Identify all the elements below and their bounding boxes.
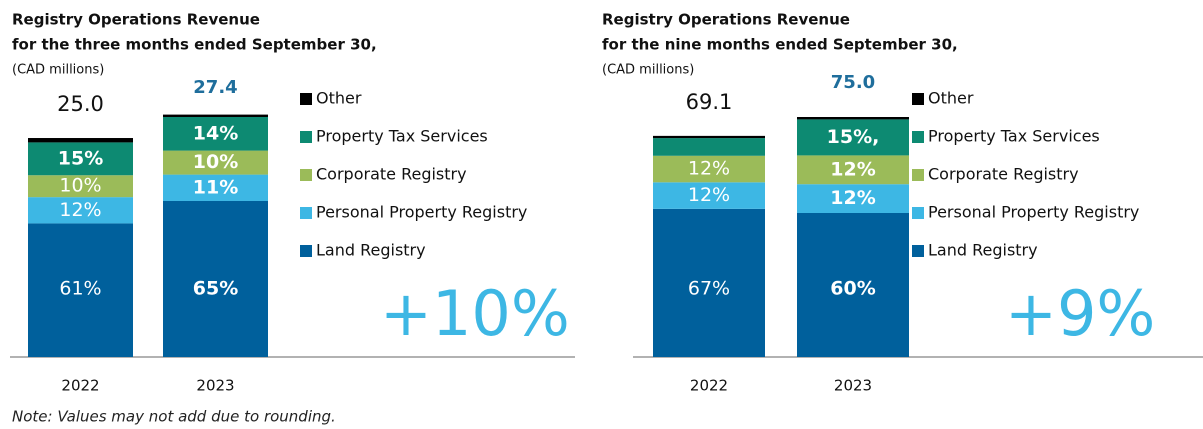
chart-title: Registry Operations Revenue bbox=[602, 11, 850, 29]
value-label: 10% bbox=[193, 151, 238, 173]
value-label: 15%, bbox=[827, 126, 880, 148]
unit-label: (CAD millions) bbox=[12, 63, 104, 78]
legend-label: Corporate Registry bbox=[928, 165, 1079, 184]
legend-swatch bbox=[300, 207, 312, 219]
value-label: 61% bbox=[59, 278, 101, 300]
legend-swatch bbox=[300, 169, 312, 181]
value-label: 11% bbox=[193, 176, 238, 198]
value-label: 67% bbox=[688, 278, 730, 300]
legend-swatch bbox=[912, 207, 924, 219]
bar-segment bbox=[797, 184, 909, 213]
value-label: 10% bbox=[59, 175, 101, 197]
bar-segment bbox=[28, 138, 133, 143]
bar-segment bbox=[163, 201, 268, 357]
bar-segment bbox=[653, 135, 765, 139]
bar-segment bbox=[797, 213, 909, 357]
bar-segment bbox=[163, 114, 268, 117]
chart-title: Registry Operations Revenue bbox=[12, 11, 260, 29]
value-label: 60% bbox=[830, 278, 875, 300]
legend-label: Corporate Registry bbox=[316, 165, 467, 184]
bar-segment bbox=[28, 175, 133, 198]
legend-swatch bbox=[912, 245, 924, 257]
legend-label: Personal Property Registry bbox=[928, 203, 1139, 222]
legend-label: Personal Property Registry bbox=[316, 203, 527, 222]
value-label: 12% bbox=[688, 184, 730, 206]
value-label: 12% bbox=[688, 158, 730, 180]
legend-label: Property Tax Services bbox=[316, 127, 488, 146]
total-label: 25.0 bbox=[57, 92, 104, 116]
value-label: 15% bbox=[58, 147, 103, 169]
bar-segment bbox=[797, 117, 909, 120]
x-tick-label: 2023 bbox=[196, 377, 234, 395]
legend-swatch bbox=[912, 131, 924, 143]
bar-segment bbox=[653, 182, 765, 209]
legend-label: Other bbox=[316, 89, 362, 108]
legend-swatch bbox=[300, 245, 312, 257]
bar-segment bbox=[163, 150, 268, 175]
bar-segment bbox=[163, 117, 268, 151]
legend-label: Property Tax Services bbox=[928, 127, 1100, 146]
bar-segment bbox=[28, 197, 133, 224]
value-label: 14% bbox=[193, 122, 238, 144]
value-label: 12% bbox=[830, 187, 875, 209]
legend-label: Other bbox=[928, 89, 974, 108]
total-label: 75.0 bbox=[831, 72, 875, 93]
total-label: 27.4 bbox=[193, 77, 237, 98]
bar-segment bbox=[653, 155, 765, 183]
legend-swatch bbox=[300, 131, 312, 143]
bar-segment bbox=[28, 223, 133, 357]
value-label: 12% bbox=[59, 199, 101, 221]
legend-label: Land Registry bbox=[928, 241, 1038, 260]
legend-swatch bbox=[300, 93, 312, 105]
legend-label: Land Registry bbox=[316, 241, 426, 260]
chart-subtitle: for the nine months ended September 30, bbox=[602, 36, 958, 54]
legend-swatch bbox=[912, 169, 924, 181]
unit-label: (CAD millions) bbox=[602, 63, 694, 78]
bar-segment bbox=[163, 174, 268, 201]
annotation: +10% bbox=[380, 277, 570, 350]
bar-segment bbox=[797, 155, 909, 185]
legend-swatch bbox=[912, 93, 924, 105]
bar-segment bbox=[653, 138, 765, 156]
x-tick-label: 2022 bbox=[61, 377, 99, 395]
note: Note: Values may not add due to rounding… bbox=[12, 408, 336, 426]
total-label: 69.1 bbox=[686, 90, 733, 114]
x-tick-label: 2022 bbox=[690, 377, 728, 395]
bar-segment bbox=[797, 119, 909, 156]
bar-segment bbox=[28, 142, 133, 176]
annotation: +9% bbox=[1005, 277, 1155, 350]
chart-subtitle: for the three months ended September 30, bbox=[12, 36, 377, 54]
value-label: 65% bbox=[193, 278, 238, 300]
x-tick-label: 2023 bbox=[834, 377, 872, 395]
value-label: 12% bbox=[830, 158, 875, 180]
bar-segment bbox=[653, 208, 765, 357]
